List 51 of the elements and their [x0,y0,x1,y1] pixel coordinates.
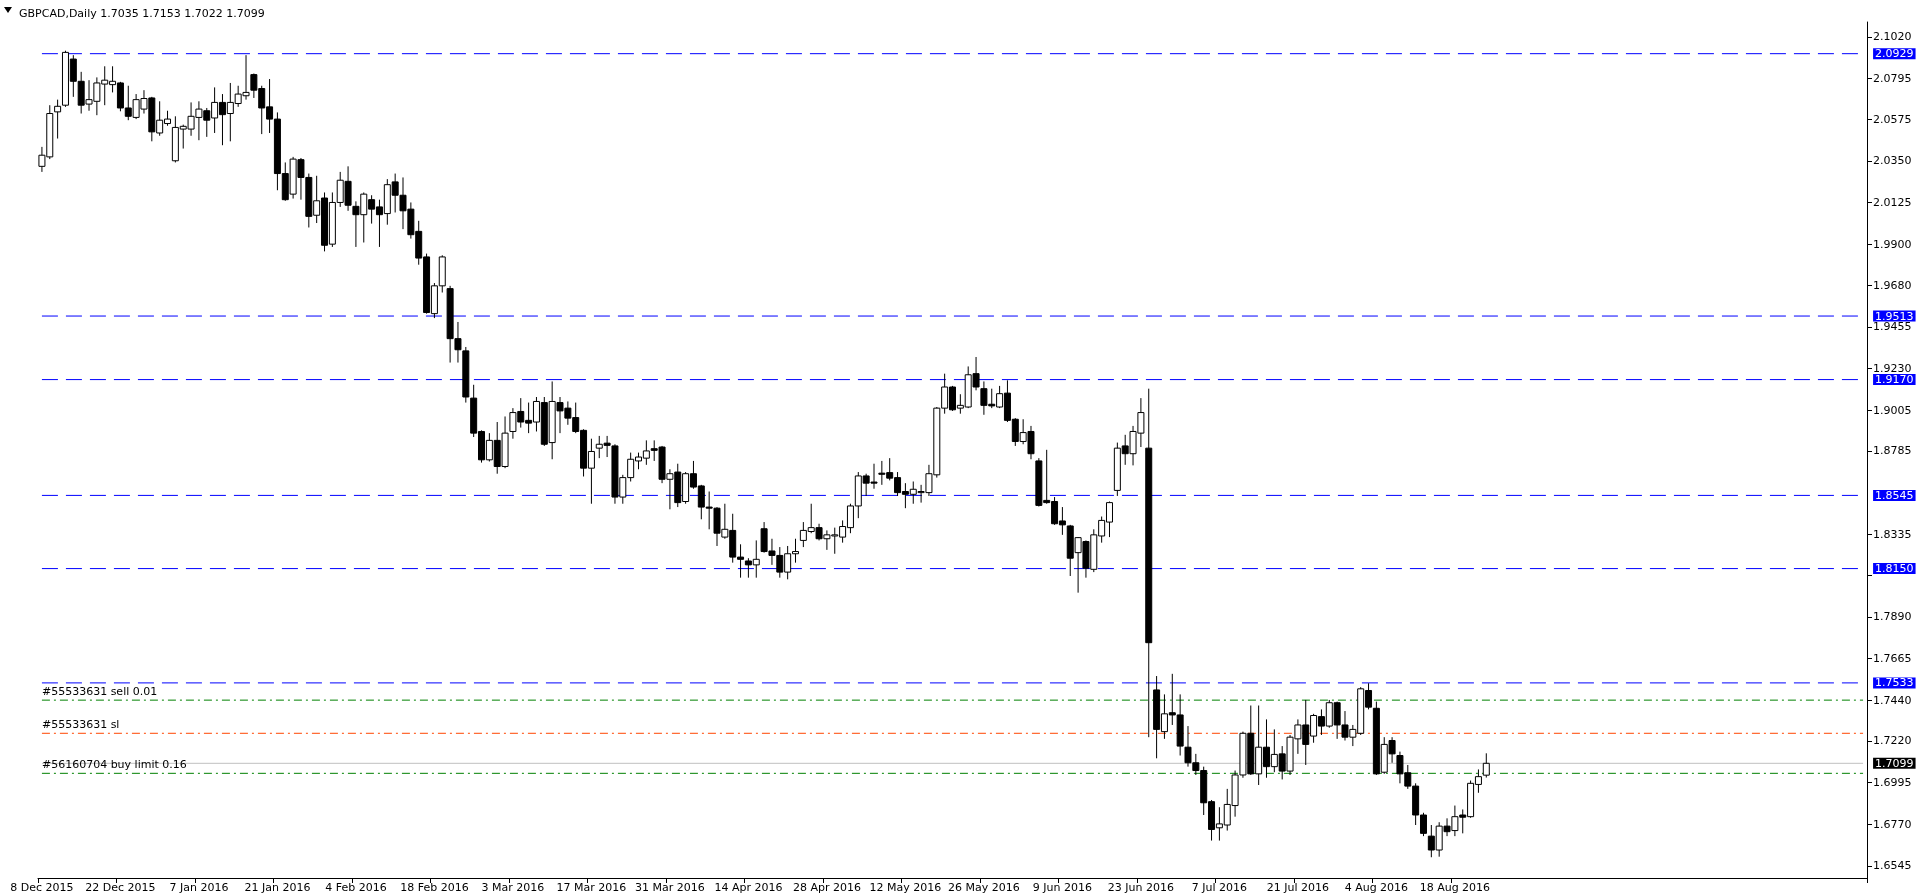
x-tick-label: 21 Jul 2016 [1266,881,1330,894]
chart-title: GBPCAD,Daily 1.7035 1.7153 1.7022 1.7099 [19,7,265,20]
candlestick [54,99,62,140]
y-tick-label: 1.9005 [1873,403,1912,417]
y-tick-label: 2.0575 [1873,112,1912,126]
ref-line-label: 1.8545 [1875,488,1914,502]
y-tick-label: 1.8335 [1873,527,1912,541]
y-tick-label: 1.9455 [1873,320,1912,334]
y-tick-label: 2.1020 [1873,30,1912,44]
ref-line-label: 1.9170 [1875,373,1914,387]
ref-line-label: 1.7099 [1875,756,1914,770]
x-tick-label: 22 Dec 2015 [85,881,156,894]
y-tick-label: 2.0795 [1873,72,1912,86]
ref-line-label: #55533631 sl [41,718,120,732]
y-tick-label: 1.7220 [1873,734,1912,748]
x-tick-label: 3 Mar 2016 [481,881,545,894]
x-tick-label: 7 Jan 2016 [169,881,229,894]
x-tick-label: 18 Aug 2016 [1419,881,1491,894]
x-tick-label: 4 Feb 2016 [325,881,387,894]
y-tick-label: 1.9680 [1873,278,1912,292]
y-tick-label: 1.7440 [1873,693,1912,707]
x-tick-label: 14 Apr 2016 [714,881,783,894]
x-tick-label: 4 Aug 2016 [1344,881,1409,894]
y-tick-label: 1.7665 [1873,651,1912,665]
x-tick-label: 9 Jun 2016 [1032,881,1092,894]
y-tick-label: 1.6995 [1873,776,1912,790]
x-tick-label: 7 Jul 2016 [1191,881,1248,894]
ref-line-label: 2.0929 [1875,47,1914,61]
x-tick-label: 21 Jan 2016 [244,881,311,894]
x-tick-label: 17 Mar 2016 [556,881,627,894]
y-tick-label: 2.0125 [1873,196,1912,210]
x-tick-label: 8 Dec 2015 [10,881,74,894]
y-tick-label: 1.9900 [1873,237,1912,251]
y-tick-label: 1.6545 [1873,859,1912,873]
ref-line-label: #55533631 sell 0.01 [41,685,158,699]
x-tick-label: 31 Mar 2016 [635,881,705,894]
ref-line-label: #56160704 buy limit 0.16 [41,758,187,772]
y-tick-label: 2.0350 [1873,154,1912,168]
x-tick-label: 18 Feb 2016 [400,881,469,894]
x-tick-label: 26 May 2016 [948,881,1020,894]
ref-line-label: 1.9513 [1875,309,1914,323]
y-tick-label: 1.6770 [1873,817,1912,831]
y-tick-label: 1.9230 [1873,361,1912,375]
y-tick-label: 1.7890 [1873,610,1912,624]
ref-line-label: 1.7533 [1875,676,1914,690]
x-tick-label: 23 Jun 2016 [1107,881,1174,894]
x-tick-label: 12 May 2016 [869,881,942,894]
y-tick-label: 1.8785 [1873,444,1912,458]
candlestick [1482,752,1490,779]
ref-line-label: 1.8150 [1875,562,1914,576]
x-tick-label: 28 Apr 2016 [792,881,861,894]
